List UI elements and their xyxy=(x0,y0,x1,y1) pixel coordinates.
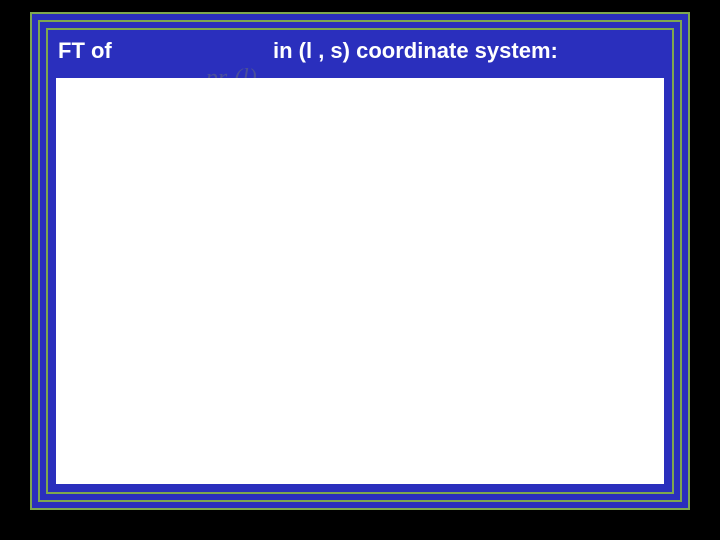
frame-mid: FT of prθ(l) in (l , s) coordinate syste… xyxy=(38,20,682,502)
title-prefix: FT of xyxy=(58,38,118,64)
frame-outer: FT of prθ(l) in (l , s) coordinate syste… xyxy=(30,12,690,510)
title-suffix: in (l , s) coordinate system: xyxy=(261,38,558,64)
frame-inner: FT of prθ(l) in (l , s) coordinate syste… xyxy=(46,28,674,494)
content-whitebox xyxy=(56,78,664,484)
slide-root: FT of prθ(l) in (l , s) coordinate syste… xyxy=(0,0,720,540)
slide-content: FT of prθ(l) in (l , s) coordinate syste… xyxy=(50,32,670,490)
